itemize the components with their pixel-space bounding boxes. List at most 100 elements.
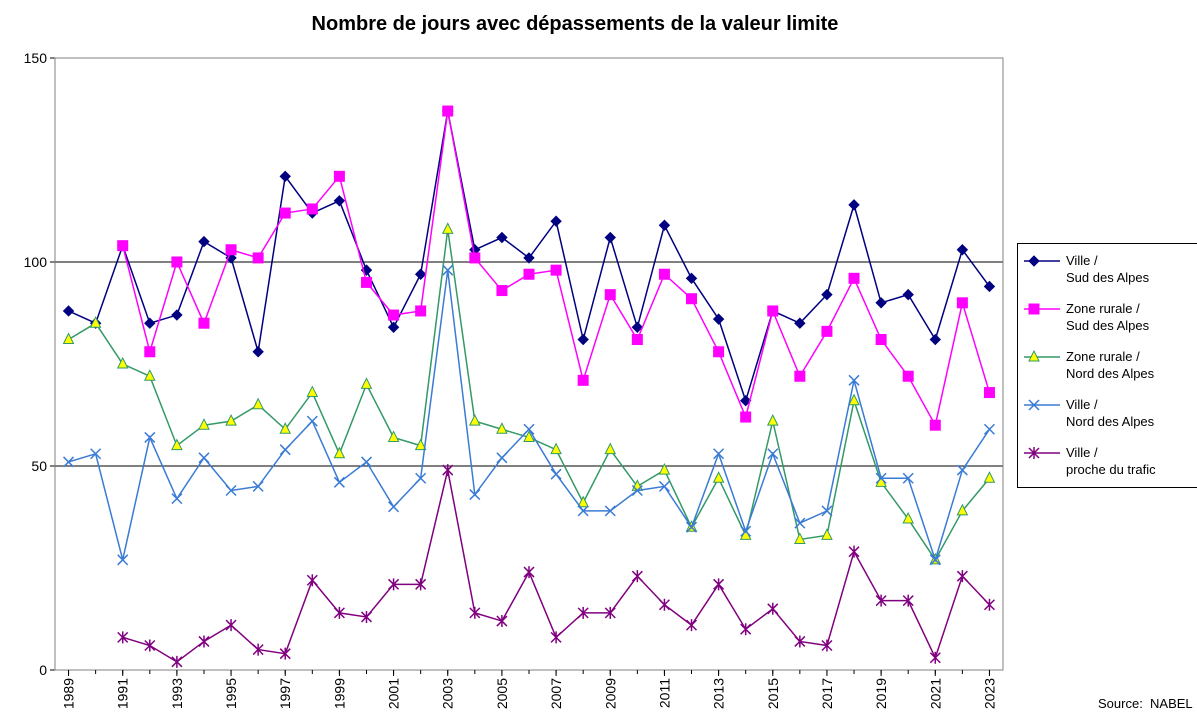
marker <box>631 321 644 333</box>
marker <box>713 346 725 358</box>
marker <box>469 414 481 426</box>
marker <box>631 484 643 497</box>
marker <box>469 606 481 619</box>
marker <box>956 503 969 516</box>
marker <box>577 495 589 508</box>
marker <box>387 430 400 442</box>
marker <box>1028 447 1040 459</box>
marker <box>496 615 508 628</box>
marker <box>279 647 291 660</box>
marker <box>388 578 400 591</box>
marker <box>442 105 454 117</box>
marker <box>333 446 346 459</box>
y-tick-label: 0 <box>39 662 47 678</box>
marker <box>821 505 833 517</box>
marker <box>740 525 752 537</box>
x-tick-label: 2023 <box>981 678 997 709</box>
marker <box>767 602 779 615</box>
marker <box>144 431 156 443</box>
legend-item: Ville / Sud des Alpes <box>1018 252 1197 302</box>
legend-item: Ville / proche du trafic <box>1018 444 1197 494</box>
marker <box>821 639 833 652</box>
marker <box>902 370 914 382</box>
x-tick-label: 2013 <box>711 678 727 709</box>
marker <box>604 606 616 619</box>
marker <box>306 203 318 215</box>
marker <box>848 199 860 211</box>
chart: Nombre de jours avec dépassements de la … <box>24 13 1004 709</box>
marker <box>225 244 237 256</box>
marker <box>415 472 427 484</box>
marker <box>685 619 698 632</box>
marker <box>388 501 400 513</box>
marker <box>604 505 616 517</box>
marker <box>712 471 725 483</box>
marker <box>875 594 887 607</box>
marker <box>496 452 508 464</box>
marker <box>794 370 806 382</box>
marker <box>388 309 400 321</box>
marker <box>983 280 996 293</box>
marker <box>713 578 725 591</box>
marker <box>252 346 264 358</box>
marker <box>333 170 345 182</box>
legend-label: Ville / Nord des Alpes <box>1066 397 1155 429</box>
legend-label: Zone rurale / Nord des Alpes <box>1066 349 1155 381</box>
marker <box>252 252 264 264</box>
marker <box>523 252 535 264</box>
x-tick-label: 2019 <box>873 678 889 709</box>
legend-item: Ville / Nord des Alpes <box>1018 396 1197 446</box>
marker <box>1028 303 1040 315</box>
chart-title: Nombre de jours avec dépassements de la … <box>312 13 839 35</box>
legend-icon <box>1024 350 1060 362</box>
marker <box>279 170 291 183</box>
marker <box>496 422 508 434</box>
marker <box>577 374 589 386</box>
marker <box>171 655 183 668</box>
marker <box>604 442 617 455</box>
marker <box>740 411 752 423</box>
marker <box>306 574 318 587</box>
marker <box>333 195 346 207</box>
marker <box>62 305 75 317</box>
marker <box>848 374 860 386</box>
marker <box>360 610 373 623</box>
marker <box>523 268 535 280</box>
x-tick-label: 1989 <box>61 678 77 709</box>
marker <box>956 464 968 476</box>
marker <box>63 456 75 468</box>
legend-icon <box>1024 447 1060 459</box>
legend-label: Ville / proche du trafic <box>1066 445 1156 477</box>
marker <box>225 484 237 497</box>
marker <box>306 415 318 427</box>
marker <box>766 414 779 426</box>
marker <box>62 332 75 345</box>
x-tick-label: 1999 <box>331 678 347 709</box>
marker <box>279 422 292 434</box>
marker <box>306 385 319 398</box>
marker <box>90 448 102 460</box>
x-tick-label: 2017 <box>819 678 835 709</box>
marker <box>821 528 833 540</box>
x-tick-label: 2007 <box>548 678 564 709</box>
marker <box>767 448 779 460</box>
marker <box>252 643 264 656</box>
marker <box>767 305 779 317</box>
marker <box>848 272 860 284</box>
marker <box>685 521 698 533</box>
x-tick-label: 1997 <box>277 678 293 709</box>
marker <box>171 256 183 268</box>
marker <box>523 566 535 579</box>
marker <box>875 297 887 309</box>
marker <box>225 414 237 426</box>
marker <box>848 393 860 406</box>
marker <box>794 532 806 544</box>
legend-icon <box>1024 303 1060 315</box>
marker <box>442 464 454 477</box>
marker <box>1028 255 1040 267</box>
marker <box>550 468 562 480</box>
marker <box>198 317 210 329</box>
marker <box>983 387 995 399</box>
marker <box>658 268 670 280</box>
marker <box>252 397 264 410</box>
